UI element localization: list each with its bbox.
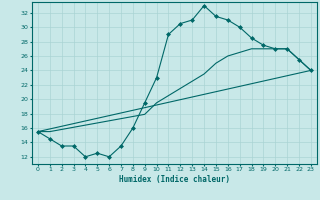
- X-axis label: Humidex (Indice chaleur): Humidex (Indice chaleur): [119, 175, 230, 184]
